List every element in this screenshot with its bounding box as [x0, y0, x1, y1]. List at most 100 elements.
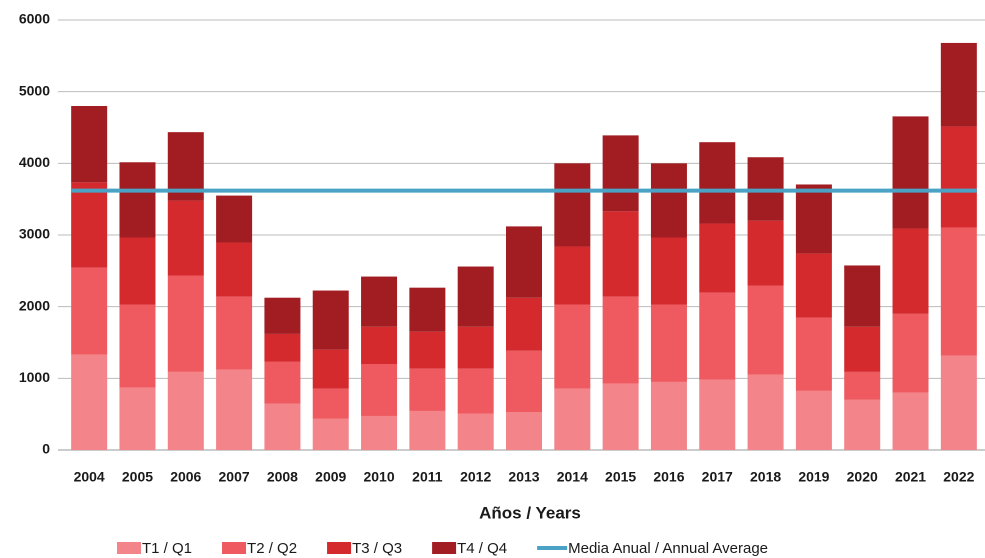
legend-label: T1 / Q1 [142, 540, 192, 557]
bar-segment [506, 226, 542, 298]
bar-segment [506, 297, 542, 351]
bar-segment [361, 276, 398, 327]
legend-label: T3 / Q3 [352, 540, 402, 557]
bar-segment [409, 331, 446, 369]
legend-swatch [222, 542, 247, 554]
x-tick-label: 2008 [267, 469, 298, 485]
bar-segment [554, 163, 591, 247]
bar-segment [167, 200, 204, 276]
bar-segment [264, 333, 301, 362]
bar-segment [264, 361, 301, 404]
bar-segment [167, 275, 204, 372]
bar-segment [747, 374, 784, 450]
bar-segment [602, 135, 639, 212]
bar-segment [892, 116, 929, 229]
x-tick-label: 2009 [315, 469, 346, 485]
bar-segment [747, 285, 784, 375]
bar-segment [602, 211, 639, 297]
bar-segment [119, 387, 156, 450]
bar-segment [71, 106, 108, 183]
y-tick-label: 4000 [19, 154, 50, 170]
bar-segment [940, 126, 977, 228]
legend-swatch [327, 542, 352, 554]
y-tick-label: 3000 [19, 226, 50, 242]
bar-segment [940, 42, 977, 127]
bar-segment [119, 237, 156, 305]
legend-label: T2 / Q2 [247, 540, 297, 557]
bar-segment [602, 383, 639, 450]
bar-segment [264, 403, 301, 450]
bar-segment [892, 313, 929, 393]
x-tick-label: 2013 [508, 469, 539, 485]
bar-segment [409, 410, 446, 450]
bar-segment [312, 388, 349, 419]
bar-segment [650, 304, 687, 382]
bar-segment [602, 296, 639, 384]
bar-segment [844, 371, 881, 400]
bar-segment [264, 297, 301, 334]
bar-segment [361, 415, 398, 450]
y-tick-label: 6000 [19, 11, 50, 27]
bar-segment [554, 304, 591, 389]
bar-segment [312, 290, 349, 350]
bar-segment [312, 349, 349, 389]
bar-segment [699, 223, 736, 293]
bar-segment [795, 317, 832, 391]
bar-segment [795, 184, 832, 254]
legend-label: Media Anual / Annual Average [568, 540, 768, 557]
x-tick-label: 2019 [798, 469, 829, 485]
bar-segment [892, 392, 929, 450]
bar-segment [844, 265, 881, 327]
x-tick-label: 2022 [943, 469, 974, 485]
legend: T1 / Q1 T2 / Q2 T3 / Q3 T4 / Q4 Media Anual … [117, 540, 768, 557]
x-tick-label: 2012 [460, 469, 491, 485]
x-tick-label: 2020 [847, 469, 878, 485]
y-tick-label: 1000 [19, 369, 50, 385]
legend-swatch [432, 542, 457, 554]
x-tick-label: 2016 [653, 469, 684, 485]
bar-segment [409, 368, 446, 411]
bar-segment [312, 418, 349, 450]
bar-segment [216, 296, 253, 370]
bar-segment [699, 142, 736, 224]
bar-segment [71, 267, 108, 355]
y-tick-label: 2000 [19, 297, 50, 313]
x-tick-label: 2006 [170, 469, 201, 485]
y-tick-label: 0 [42, 441, 50, 457]
x-tick-label: 2010 [363, 469, 394, 485]
x-tick-label: 2005 [122, 469, 153, 485]
bar-segment [119, 162, 156, 238]
bar-segment [506, 412, 542, 450]
x-tick-label: 2011 [412, 469, 443, 485]
bar-segment [216, 195, 253, 243]
x-tick-label: 2004 [74, 469, 105, 485]
legend-label: T4 / Q4 [457, 540, 507, 557]
bar-segment [409, 287, 446, 332]
bar-segment [554, 388, 591, 450]
bar-segment [650, 381, 687, 450]
x-tick-label: 2015 [605, 469, 636, 485]
bar-segment [457, 266, 494, 327]
bar-segment [216, 369, 253, 450]
bar-segment [747, 220, 784, 286]
bar-segment [650, 163, 687, 238]
bar-segment [457, 413, 494, 450]
bar-segment [361, 326, 398, 364]
bar-segment [71, 182, 108, 268]
bar-segment [216, 242, 253, 297]
x-tick-label: 2007 [219, 469, 250, 485]
bar-segment [167, 371, 204, 450]
x-axis-title: Años / Years [479, 503, 581, 522]
bar-segment [940, 227, 977, 356]
bar-segment [940, 355, 977, 450]
legend-swatch [117, 542, 141, 554]
bar-segment [457, 368, 494, 414]
bar-segment [844, 399, 881, 450]
bar-segment [699, 379, 736, 450]
bar-segment [795, 390, 832, 450]
bar-segment [71, 354, 108, 450]
bar-segment [506, 350, 542, 413]
bar-segment [361, 364, 398, 416]
x-tick-label: 2021 [895, 469, 926, 485]
